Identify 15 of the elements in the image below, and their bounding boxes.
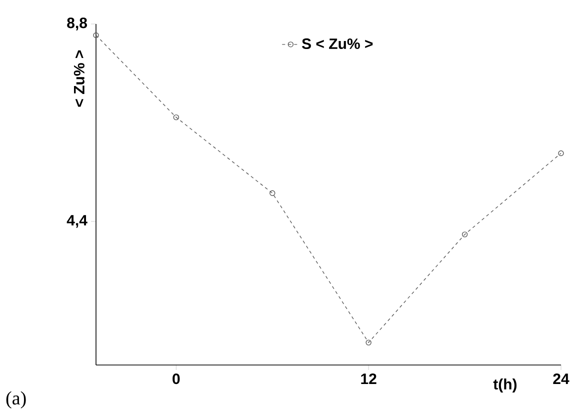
legend-label: S < Zu% > xyxy=(302,38,373,50)
x-tick-label: 0 xyxy=(172,374,180,384)
x-tick-label: 12 xyxy=(361,374,376,384)
point xyxy=(462,232,468,238)
point xyxy=(366,340,372,346)
x-tick-label: 24 xyxy=(553,374,570,384)
y-tick-label: 8,8 xyxy=(67,18,88,30)
point xyxy=(558,150,564,156)
point xyxy=(173,114,180,120)
x-axis-title: t(h) xyxy=(493,378,517,392)
y-axis-title: < Zu% > xyxy=(74,50,84,107)
y-tick-label: 4,4 xyxy=(66,215,88,228)
point xyxy=(93,32,99,38)
point xyxy=(270,190,276,196)
text: (a) xyxy=(6,391,26,408)
